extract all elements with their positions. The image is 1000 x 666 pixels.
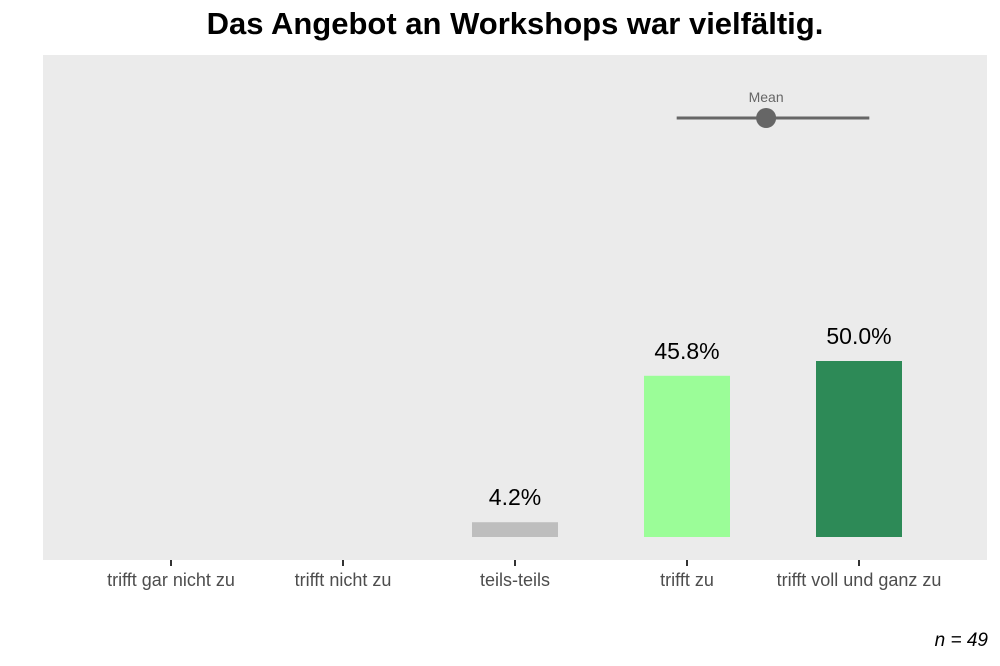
x-tick-label: trifft zu [660,570,714,590]
x-tick-label: trifft nicht zu [295,570,392,590]
bar-value-label: 50.0% [826,323,891,349]
chart-title: Das Angebot an Workshops war vielfältig. [206,6,824,41]
sample-size-note: n = 49 [934,630,988,651]
bar [472,522,558,537]
mean-indicator: Mean [676,89,870,128]
bars-group [472,361,902,537]
bar-labels-group: 4.2% 45.8% 50.0% [489,323,892,510]
x-tick-label: trifft gar nicht zu [107,570,235,590]
bar-value-label: 45.8% [654,338,719,364]
x-axis: trifft gar nicht zu trifft nicht zu teils-… [107,560,941,590]
x-tick-label: trifft voll und ganz zu [777,570,942,590]
bar-value-label: 4.2% [489,484,541,510]
mean-point [756,108,777,128]
bar [816,361,902,537]
mean-label: Mean [749,89,784,105]
bar [644,375,730,537]
x-tick-label: teils-teils [480,570,550,590]
